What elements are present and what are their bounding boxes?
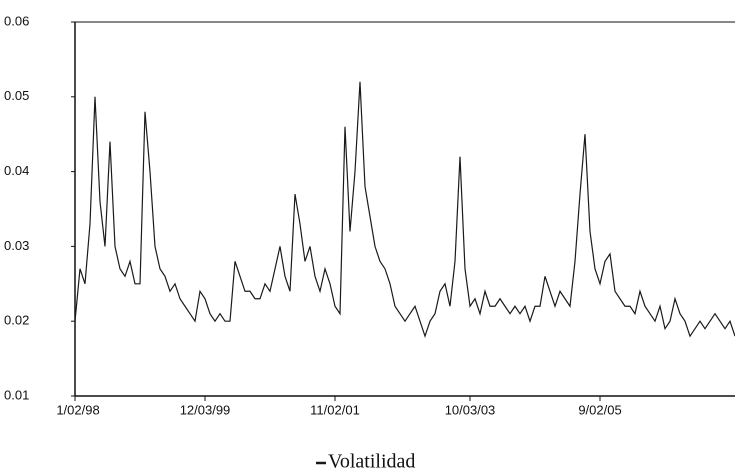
y-tick-label: 0.05 bbox=[4, 88, 29, 103]
data-line bbox=[74, 81, 735, 339]
x-tick-label: 12/03/99 bbox=[180, 402, 231, 417]
y-tick-label: 0.04 bbox=[4, 163, 29, 178]
y-tick-label: 0.02 bbox=[4, 313, 29, 328]
y-tick-label: 0.01 bbox=[4, 387, 29, 402]
y-tick-label: 0.06 bbox=[4, 13, 29, 28]
legend-label: Volatilidad bbox=[328, 451, 415, 473]
y-tick-label: 0.03 bbox=[4, 238, 29, 253]
x-tick-label: 9/02/05 bbox=[578, 402, 621, 417]
x-tick-label: 10/03/03 bbox=[445, 402, 496, 417]
x-tick-label: 1/02/98 bbox=[56, 402, 99, 417]
x-tick-label: 11/02/01 bbox=[310, 402, 360, 417]
